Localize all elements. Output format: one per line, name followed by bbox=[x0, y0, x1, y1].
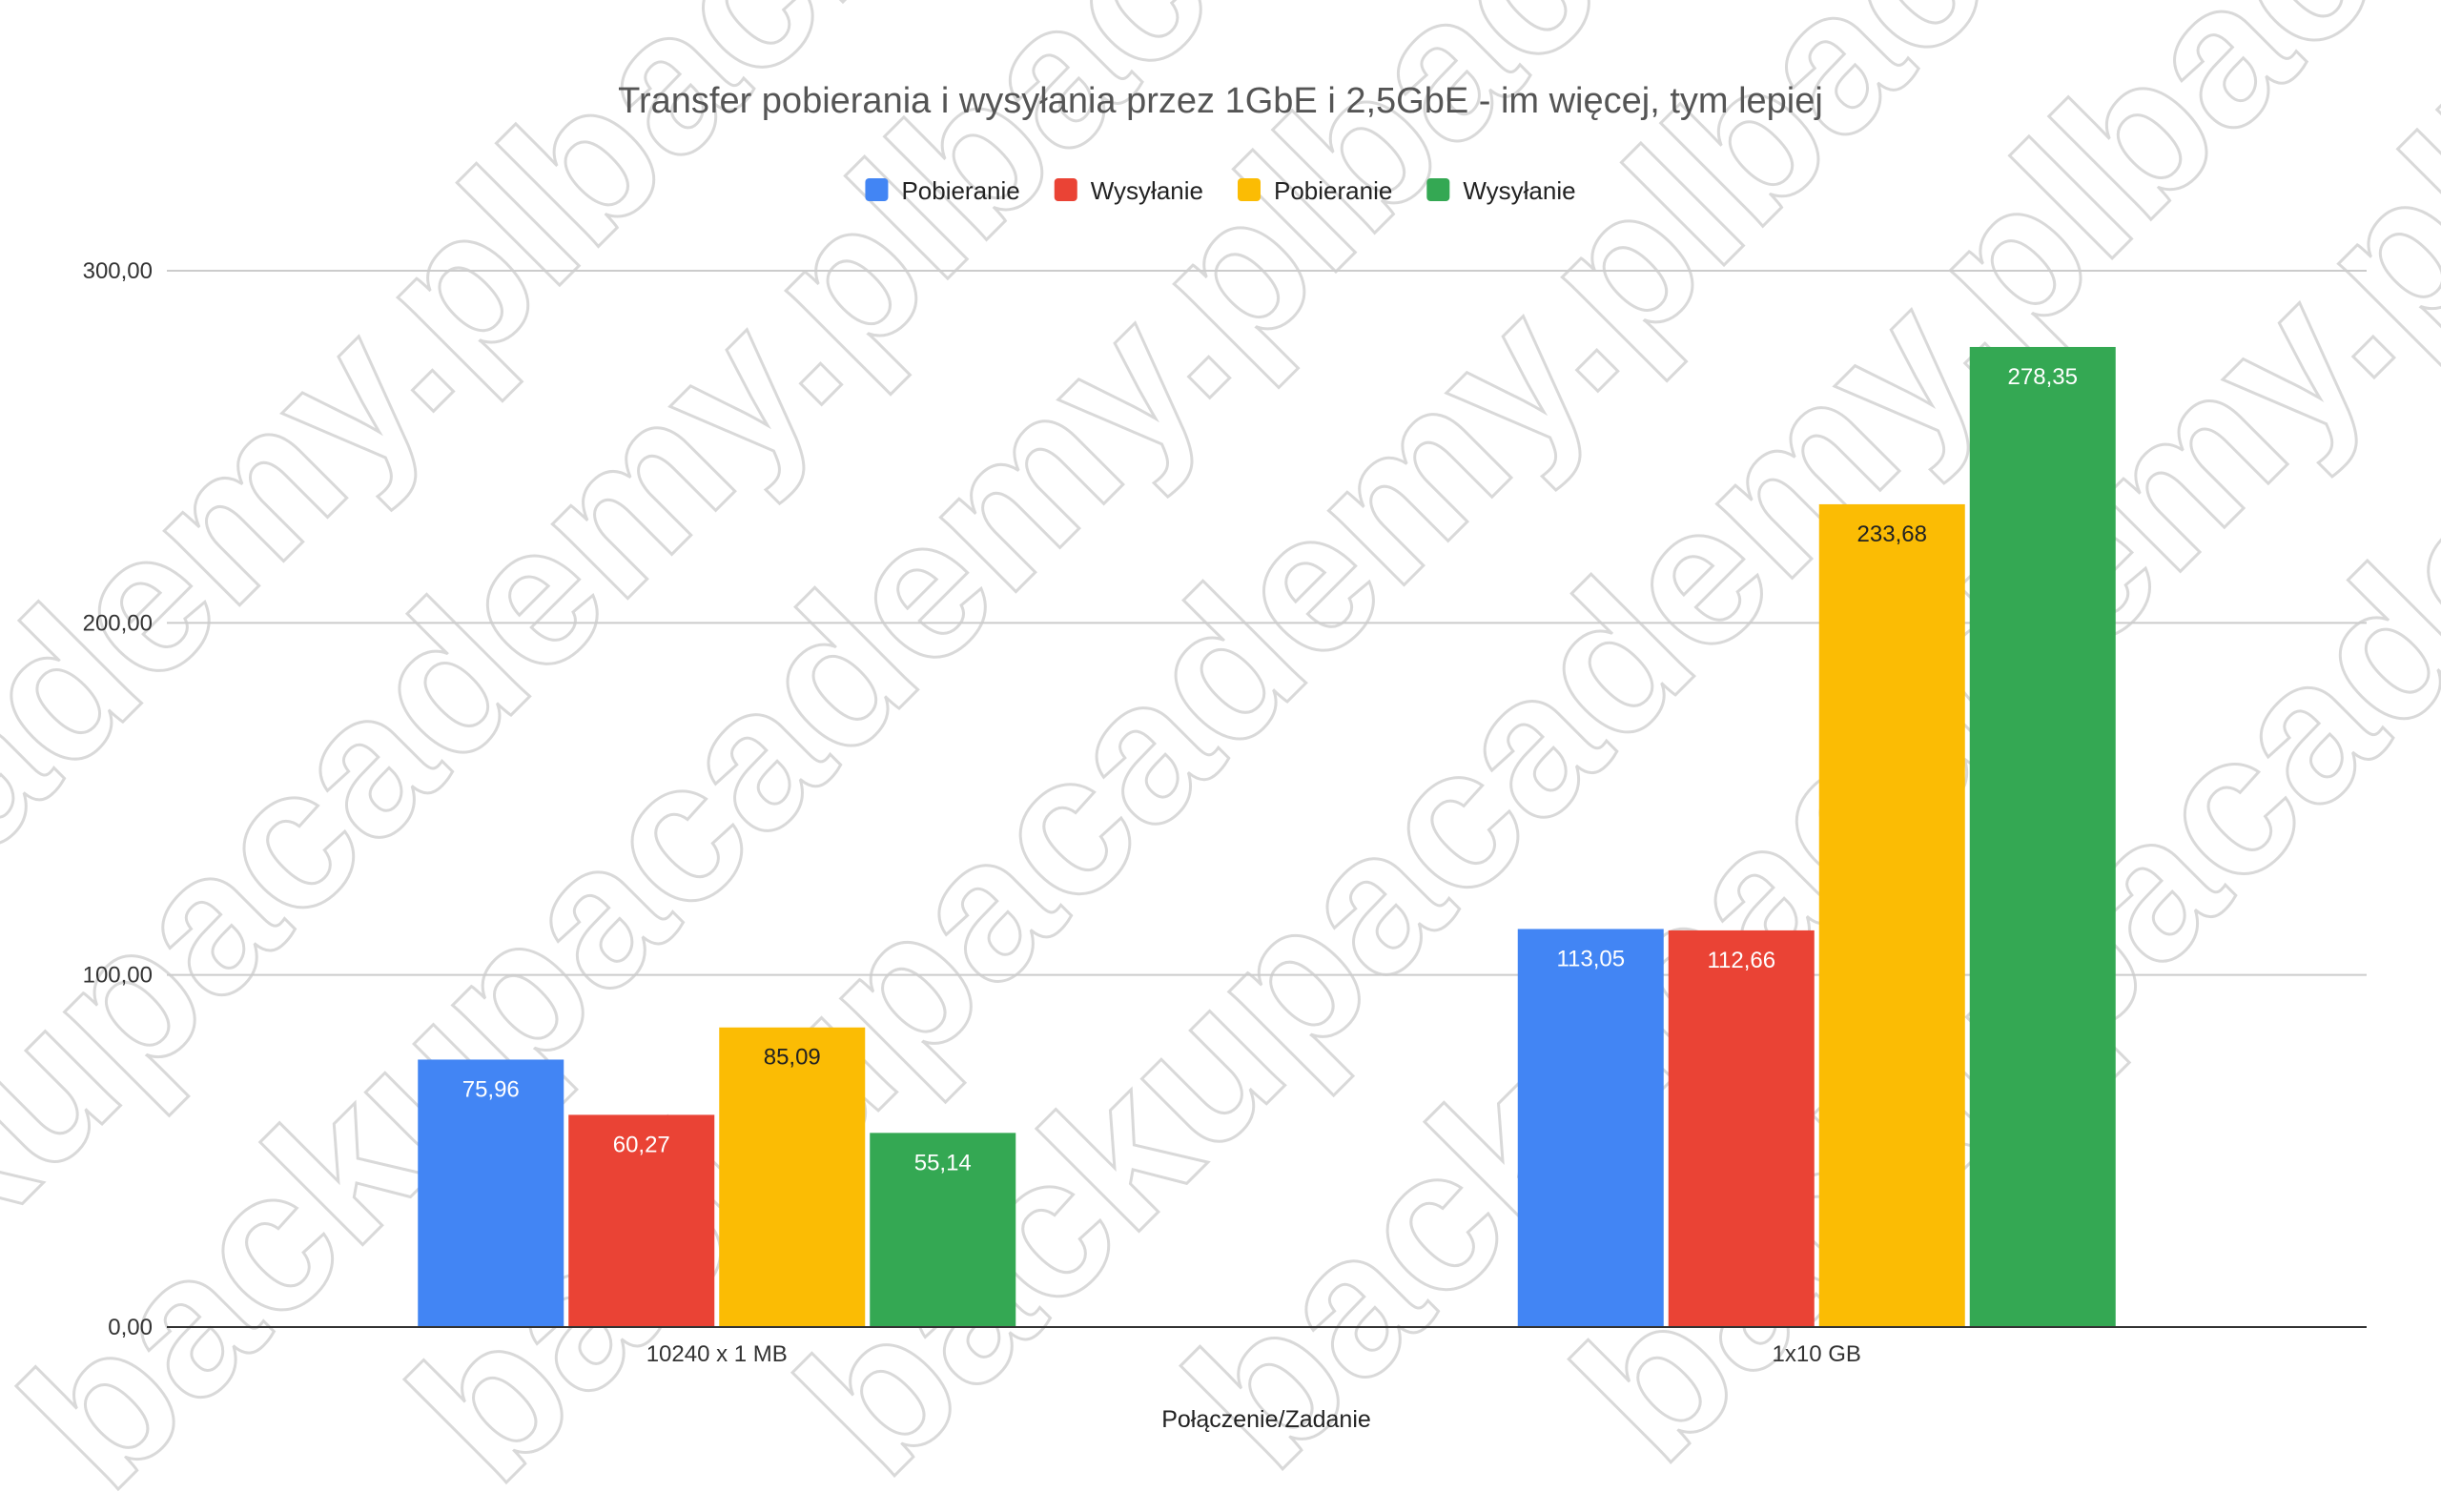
y-tick-label: 100,00 bbox=[83, 963, 153, 989]
chart-title: Transfer pobierania i wysyłania przez 1G… bbox=[618, 81, 1823, 121]
legend-label: Pobieranie bbox=[1274, 176, 1392, 205]
bar-value-label: 278,35 bbox=[2008, 364, 2078, 390]
bar bbox=[1668, 930, 1815, 1327]
legend-swatch bbox=[1426, 178, 1450, 201]
bar bbox=[719, 1027, 866, 1327]
x-tick-label: 10240 x 1 MB bbox=[646, 1341, 788, 1367]
legend-label: Pobieranie bbox=[901, 176, 1019, 205]
legend-swatch bbox=[865, 178, 889, 201]
y-tick-label: 300,00 bbox=[83, 258, 153, 284]
legend-swatch bbox=[1238, 178, 1261, 201]
bar-value-label: 75,96 bbox=[462, 1076, 520, 1102]
bar-value-label: 55,14 bbox=[914, 1150, 972, 1175]
bar bbox=[568, 1114, 715, 1327]
legend-label: Wysyłanie bbox=[1463, 176, 1575, 205]
legend: Pobieranie Wysyłanie Pobieranie Wysyłanie bbox=[865, 176, 1576, 205]
legend-swatch bbox=[1054, 178, 1077, 201]
bar-value-label: 113,05 bbox=[1556, 946, 1625, 971]
bar bbox=[1517, 929, 1664, 1327]
bar-value-label: 60,27 bbox=[613, 1132, 670, 1157]
y-tick-label: 0,00 bbox=[108, 1315, 153, 1340]
bar-value-label: 112,66 bbox=[1707, 948, 1775, 973]
y-tick-label: 200,00 bbox=[83, 610, 153, 636]
axes: 0,00 100,00 200,00 300,00 10240 x 1 MB 1x10 G… bbox=[83, 258, 2367, 1367]
bar bbox=[1818, 503, 1965, 1327]
bar bbox=[418, 1059, 564, 1327]
bar-value-label: 85,09 bbox=[764, 1045, 821, 1071]
x-axis-title: Połączenie/Zadanie bbox=[1161, 1406, 1371, 1433]
bar-value-label: 233,68 bbox=[1857, 521, 1927, 547]
x-tick-label: 1x10 GB bbox=[1773, 1341, 1861, 1367]
data-labels: 75,96 60,27 85,09 55,14 113,05 112,66 233,68 27… bbox=[462, 364, 2078, 1175]
bar bbox=[870, 1133, 1016, 1327]
legend-label: Wysyłanie bbox=[1091, 176, 1203, 205]
bar bbox=[1969, 346, 2116, 1327]
bars bbox=[418, 346, 2116, 1327]
